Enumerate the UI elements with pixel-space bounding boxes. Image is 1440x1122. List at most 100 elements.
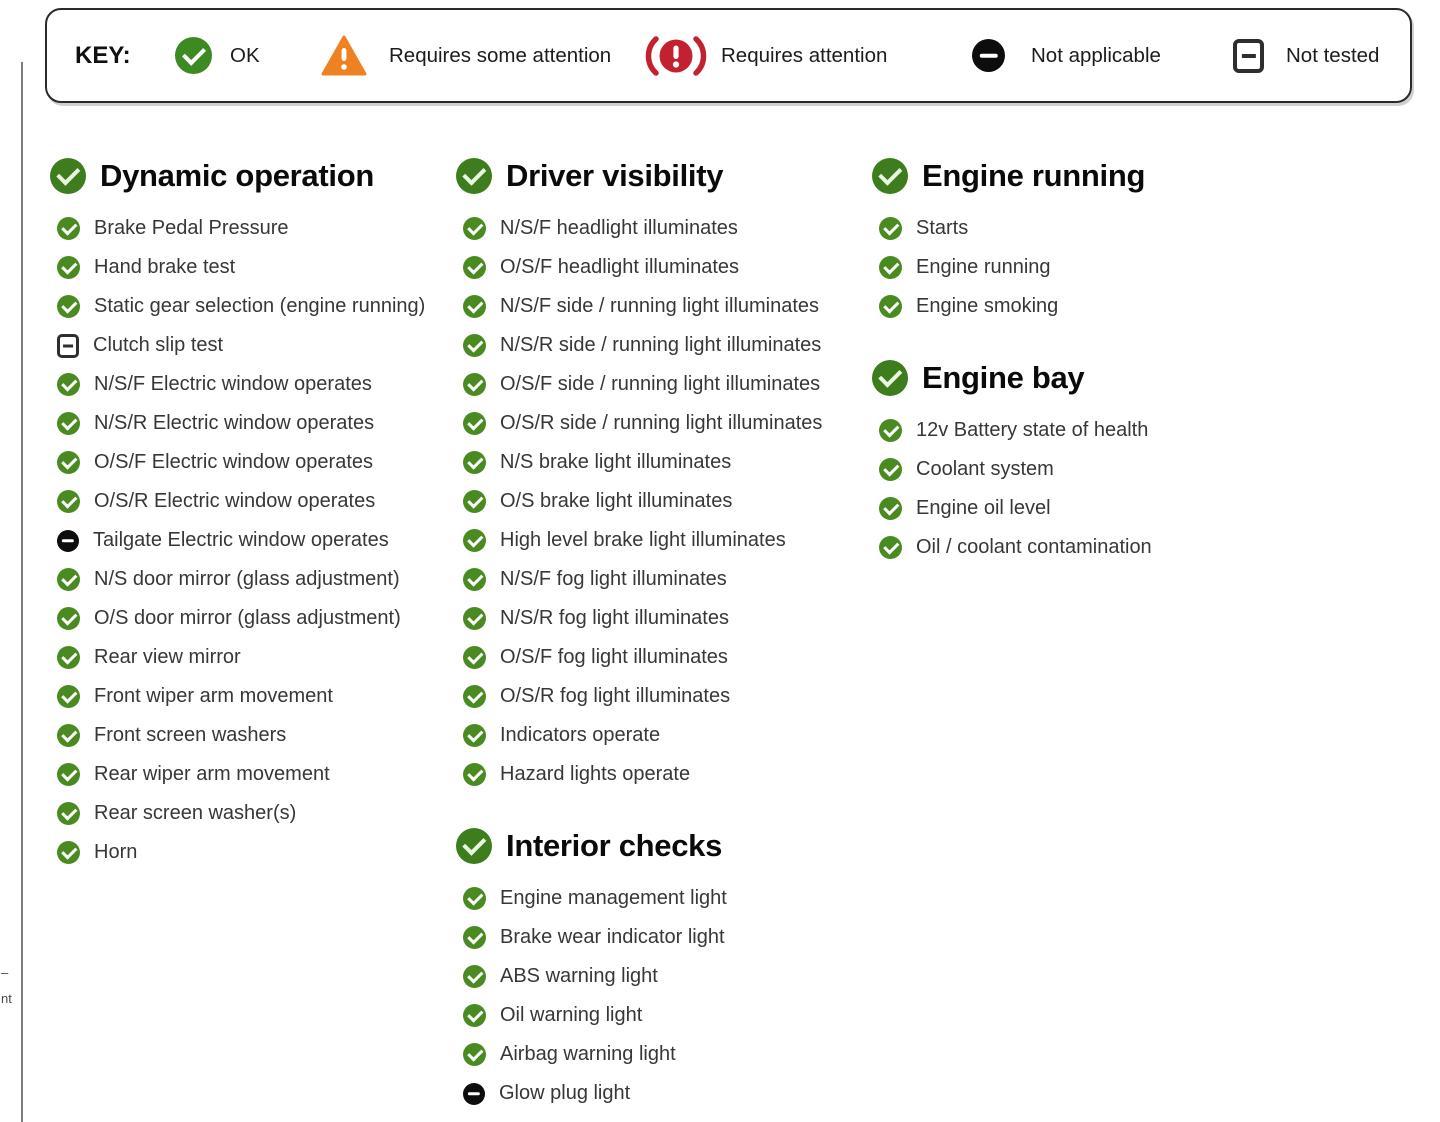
ok-icon bbox=[57, 607, 80, 630]
check-item: ABS warning light bbox=[456, 957, 868, 996]
check-item: Front screen washers bbox=[50, 716, 460, 755]
ok-icon bbox=[463, 568, 486, 591]
check-item-label: Clutch slip test bbox=[93, 334, 224, 356]
ok-icon bbox=[57, 763, 80, 786]
check-item-label: High level brake light illuminates bbox=[500, 529, 786, 551]
section-title: Dynamic operation bbox=[100, 158, 374, 193]
ok-icon bbox=[879, 419, 902, 442]
check-item-label: Starts bbox=[916, 217, 969, 239]
check-item-label: N/S/F headlight illuminates bbox=[500, 217, 738, 239]
check-item-label: O/S/F side / running light illuminates bbox=[500, 373, 821, 395]
check-item: N/S/F headlight illuminates bbox=[456, 209, 868, 248]
check-item: O/S/F fog light illuminates bbox=[456, 638, 868, 677]
check-item-label: Oil / coolant contamination bbox=[916, 536, 1152, 558]
ok-icon bbox=[463, 887, 486, 910]
ok-icon bbox=[57, 451, 80, 474]
check-item-label: Airbag warning light bbox=[500, 1043, 676, 1065]
check-item-label: ABS warning light bbox=[500, 965, 658, 987]
check-item: O/S/F side / running light illuminates bbox=[456, 365, 868, 404]
check-item-label: N/S/R side / running light illuminates bbox=[500, 334, 822, 356]
check-item: N/S brake light illuminates bbox=[456, 443, 868, 482]
ok-icon bbox=[57, 802, 80, 825]
ok-icon bbox=[879, 295, 902, 318]
check-item-label: Engine oil level bbox=[916, 497, 1051, 519]
section-title: Driver visibility bbox=[506, 158, 724, 193]
check-item: Rear screen washer(s) bbox=[50, 794, 460, 833]
section-header: Driver visibility bbox=[456, 150, 868, 202]
ok-icon bbox=[463, 334, 486, 357]
check-item-label: Rear view mirror bbox=[94, 646, 241, 668]
check-item-label: O/S door mirror (glass adjustment) bbox=[94, 607, 401, 629]
check-item: Hand brake test bbox=[50, 248, 460, 287]
check-item-label: Engine running bbox=[916, 256, 1051, 278]
check-item-label: Engine smoking bbox=[916, 295, 1059, 317]
not-applicable-icon bbox=[972, 39, 1005, 72]
check-item: Horn bbox=[50, 833, 460, 872]
check-item-label: O/S/F Electric window operates bbox=[94, 451, 373, 473]
check-item-label: Hand brake test bbox=[94, 256, 236, 278]
key-item-requires-some-attention: Requires some attention bbox=[321, 10, 611, 101]
ok-icon bbox=[879, 458, 902, 481]
ok-icon bbox=[456, 828, 492, 864]
check-item: Engine smoking bbox=[872, 287, 1292, 326]
ok-icon bbox=[463, 646, 486, 669]
section-header: Interior checks bbox=[456, 820, 868, 872]
ok-icon bbox=[57, 568, 80, 591]
checklist-column-2: Driver visibility N/S/F headlight illumin… bbox=[456, 150, 868, 1113]
section-dynamic-operation: Dynamic operation Brake Pedal Pressure Han… bbox=[50, 150, 460, 872]
check-item: Static gear selection (engine running) bbox=[50, 287, 460, 326]
section-title: Engine bay bbox=[922, 360, 1085, 395]
ok-icon bbox=[57, 490, 80, 513]
check-item-label: Front wiper arm movement bbox=[94, 685, 333, 707]
check-item-label: N/S brake light illuminates bbox=[500, 451, 732, 473]
ok-icon bbox=[463, 451, 486, 474]
check-item: N/S/F fog light illuminates bbox=[456, 560, 868, 599]
section-header: Dynamic operation bbox=[50, 150, 460, 202]
check-item-label: Rear wiper arm movement bbox=[94, 763, 330, 785]
check-item-label: O/S/R side / running light illuminates bbox=[500, 412, 823, 434]
key-item-requires-attention: Requires attention bbox=[645, 10, 887, 101]
ok-icon bbox=[57, 685, 80, 708]
section-header: Engine running bbox=[872, 150, 1292, 202]
ok-icon bbox=[463, 926, 486, 949]
check-item: O/S brake light illuminates bbox=[456, 482, 868, 521]
section-title: Engine running bbox=[922, 158, 1146, 193]
ok-icon bbox=[879, 217, 902, 240]
check-item: N/S/F side / running light illuminates bbox=[456, 287, 868, 326]
key-item-label: Not tested bbox=[1286, 43, 1380, 67]
ok-icon bbox=[57, 841, 80, 864]
ok-icon bbox=[463, 1043, 486, 1066]
ok-icon bbox=[463, 1004, 486, 1027]
checklist-column-3: Engine running Starts Engine running Engine… bbox=[872, 150, 1292, 567]
ok-icon bbox=[463, 373, 486, 396]
not-applicable-icon bbox=[57, 529, 79, 552]
key-item-label: Requires some attention bbox=[389, 43, 612, 67]
check-item: O/S/R side / running light illuminates bbox=[456, 404, 868, 443]
check-item: Clutch slip test bbox=[50, 326, 460, 365]
key-label: KEY: bbox=[75, 41, 131, 69]
ok-icon bbox=[463, 763, 486, 786]
check-item: Oil warning light bbox=[456, 996, 868, 1035]
check-item: Airbag warning light bbox=[456, 1035, 868, 1074]
edge-text-line: nt bbox=[1, 991, 12, 1006]
check-item-label: 12v Battery state of health bbox=[916, 419, 1149, 441]
check-item: Engine oil level bbox=[872, 489, 1292, 528]
check-item: N/S/R Electric window operates bbox=[50, 404, 460, 443]
edge-text-line: – bbox=[1, 965, 9, 980]
not-tested-icon bbox=[57, 333, 79, 358]
check-item-label: Rear screen washer(s) bbox=[94, 802, 297, 824]
ok-icon bbox=[463, 217, 486, 240]
not-tested-icon bbox=[1233, 38, 1264, 73]
ok-icon bbox=[57, 724, 80, 747]
check-item-label: Tailgate Electric window operates bbox=[93, 529, 389, 551]
check-item-label: N/S door mirror (glass adjustment) bbox=[94, 568, 400, 590]
check-item-label: Brake wear indicator light bbox=[500, 926, 725, 948]
ok-icon bbox=[57, 295, 80, 318]
check-item-label: O/S/R fog light illuminates bbox=[500, 685, 731, 707]
check-item-label: N/S/R Electric window operates bbox=[94, 412, 375, 434]
check-item-label: N/S/F side / running light illuminates bbox=[500, 295, 820, 317]
check-item: Rear wiper arm movement bbox=[50, 755, 460, 794]
key-item-label: Requires attention bbox=[721, 43, 888, 67]
key-item-label: Not applicable bbox=[1031, 43, 1161, 67]
check-item: O/S/R fog light illuminates bbox=[456, 677, 868, 716]
